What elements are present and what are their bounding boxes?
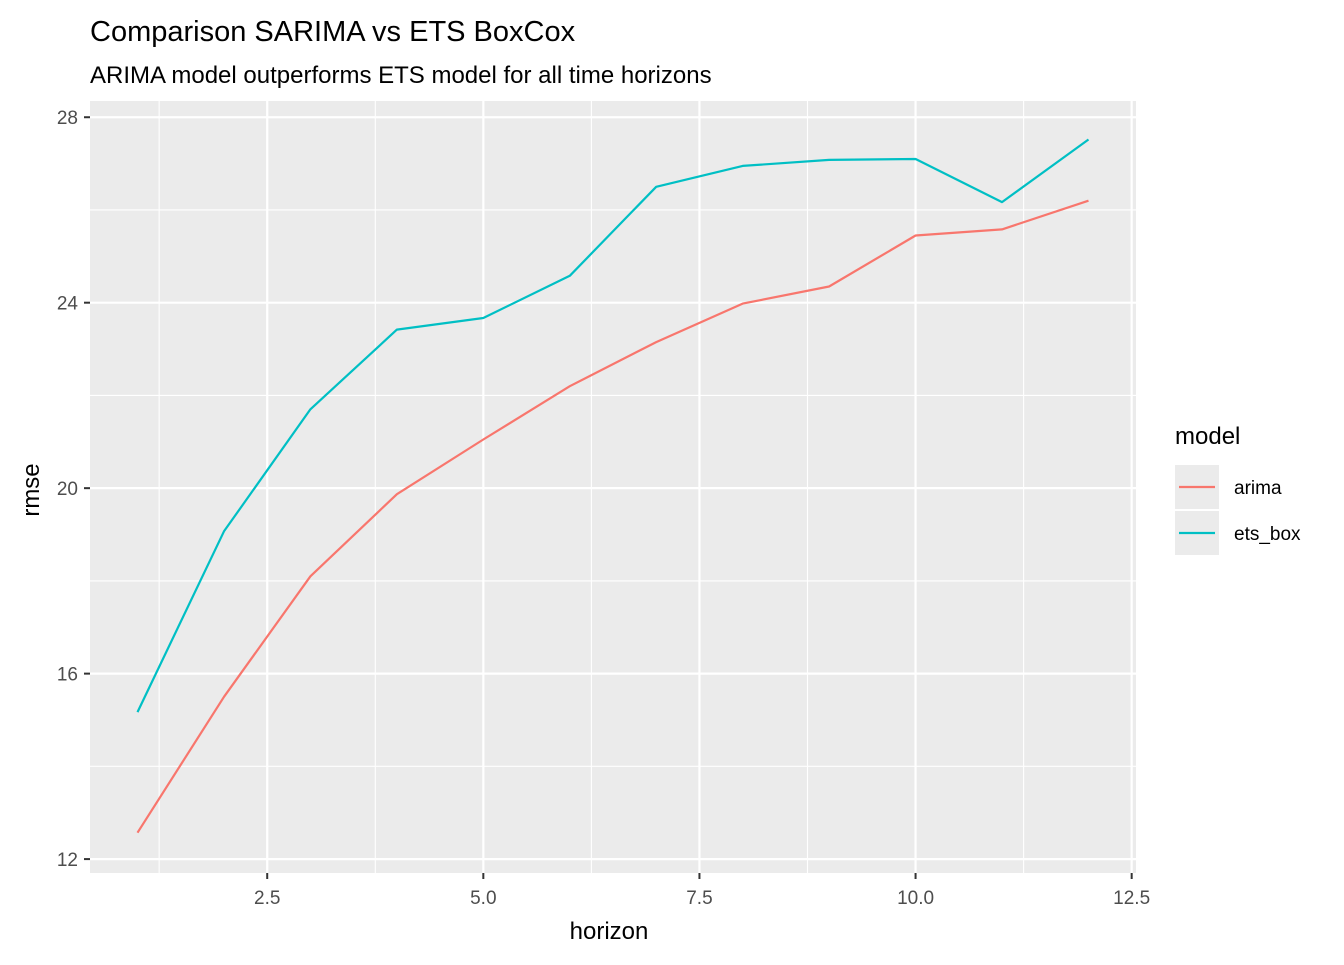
series-line-arima xyxy=(136,199,1089,834)
y-tick-label: 12 xyxy=(57,850,78,871)
y-tick-label: 28 xyxy=(57,108,78,129)
plot-panel xyxy=(90,101,1136,873)
x-tick-label: 7.5 xyxy=(686,888,712,909)
x-axis-label: horizon xyxy=(570,918,649,945)
y-axis-label: rmse xyxy=(18,463,45,516)
legend-label-ets_box: ets_box xyxy=(1234,524,1301,545)
chart-title: Comparison SARIMA vs ETS BoxCox xyxy=(90,16,576,48)
y-tick-label: 24 xyxy=(57,294,79,315)
chart-subtitle: ARIMA model outperforms ETS model for al… xyxy=(90,62,712,89)
legend-label-arima: arima xyxy=(1234,478,1282,499)
legend-title: model xyxy=(1175,423,1240,450)
x-tick-label: 5.0 xyxy=(470,888,496,909)
x-tick-label: 10.0 xyxy=(897,888,934,909)
y-tick-label: 20 xyxy=(57,479,78,500)
x-tick-label: 12.5 xyxy=(1113,888,1150,909)
x-tick-label: 2.5 xyxy=(254,888,280,909)
series-line-ets_box xyxy=(136,138,1090,713)
y-tick-label: 16 xyxy=(57,665,78,686)
